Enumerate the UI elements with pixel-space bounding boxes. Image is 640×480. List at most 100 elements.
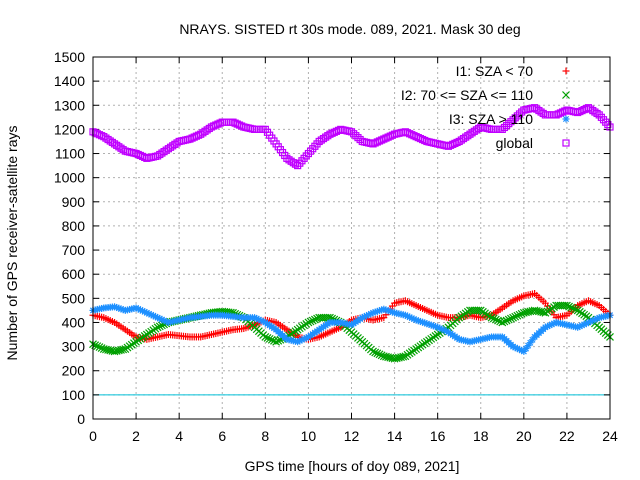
x-tick-label: 14: [387, 428, 403, 444]
data-point: [304, 318, 313, 327]
data-point-interp: [352, 132, 360, 140]
y-tick-label: 1000: [54, 170, 85, 186]
y-tick-label: 1300: [54, 97, 85, 113]
y-axis-label: Number of GPS receiver-satellite rays: [4, 126, 20, 361]
y-tick-label: 300: [62, 339, 86, 355]
y-tick-label: 800: [62, 218, 86, 234]
data-point-interp: [354, 134, 362, 142]
data-point-interp: [306, 317, 315, 326]
data-point-interp: [274, 336, 283, 345]
data-point-interp: [350, 130, 358, 138]
data-point-interp: [308, 316, 317, 325]
data-point: [562, 301, 571, 310]
data-point-interp: [593, 109, 601, 118]
data-point-interp: [119, 345, 128, 354]
data-point-interp: [494, 316, 502, 325]
x-axis-label: GPS time [hours of doy 089, 2021]: [245, 458, 460, 474]
x-tick-label: 6: [218, 428, 226, 444]
data-point-interp: [310, 315, 319, 324]
y-tick-label: 1500: [54, 49, 85, 65]
data-point-interp: [511, 114, 519, 122]
data-point-interp: [222, 118, 231, 126]
x-tick-label: 16: [430, 428, 446, 444]
y-tick-label: 1400: [54, 73, 85, 89]
series-2: [89, 303, 614, 355]
data-point: [487, 313, 496, 322]
data-point-interp: [373, 349, 382, 358]
data-point-interp: [502, 316, 511, 325]
y-tick-label: 900: [62, 194, 86, 210]
data-point-interp: [569, 304, 578, 313]
data-point: [498, 318, 507, 327]
data-point-interp: [567, 303, 576, 312]
data-point-interp: [371, 348, 380, 357]
legend-marker: [562, 115, 570, 123]
data-point-interp: [97, 344, 106, 352]
data-point-interp: [515, 310, 524, 319]
x-tick-label: 0: [89, 428, 97, 444]
data-point-interp: [375, 350, 384, 359]
legend-marker: [562, 139, 570, 147]
data-point-interp: [267, 335, 276, 344]
data-point-interp: [513, 311, 522, 320]
x-tick-label: 20: [516, 428, 532, 444]
data-point-interp: [225, 118, 233, 126]
legend-label: I1: SZA < 70: [456, 63, 534, 79]
legend: I1: SZA < 70 I2: 70 <= SZA <= 110 I3: SZA …: [401, 63, 570, 151]
data-point-interp: [155, 322, 164, 331]
data-point-interp: [503, 121, 511, 130]
x-axis-ticks: 0 2 4 6 8 10 12 14 16 18 20 22 24: [89, 57, 618, 444]
data-point: [261, 333, 270, 341]
series-3: [89, 104, 614, 170]
chart-title: NRAYS. SISTED rt 30s mode. 089, 2021. Ma…: [179, 21, 520, 37]
x-tick-label: 10: [301, 428, 317, 444]
data-point-interp: [571, 305, 580, 314]
legend-marker: [562, 91, 570, 99]
data-point-interp: [377, 351, 386, 360]
data-point: [153, 323, 162, 332]
data-point-interp: [491, 315, 500, 324]
data-point-interp: [515, 110, 524, 118]
data-point-interp: [474, 306, 483, 315]
x-tick-label: 8: [261, 428, 269, 444]
x-tick-label: 24: [602, 428, 618, 444]
data-point-interp: [494, 125, 502, 134]
data-point: [369, 347, 377, 356]
data-point: [509, 116, 517, 124]
y-tick-label: 1100: [55, 146, 85, 162]
plot-frame: [92, 56, 611, 420]
data-point-interp: [505, 120, 513, 128]
data-point-interp: [95, 343, 104, 352]
data-point-interp: [263, 333, 272, 342]
legend-label: I3: SZA > 110: [449, 111, 533, 127]
data-point-interp: [399, 352, 408, 361]
y-tick-label: 700: [62, 242, 86, 258]
data-point-interp: [504, 315, 513, 324]
x-tick-label: 12: [344, 428, 360, 444]
data-point-interp: [511, 312, 520, 321]
y-tick-label: 1200: [54, 121, 85, 137]
data-point: [498, 125, 506, 134]
y-tick-label: 0: [77, 411, 85, 427]
series-layer: [89, 104, 614, 363]
data-point: [272, 337, 281, 346]
y-tick-label: 200: [62, 363, 86, 379]
data-point-interp: [500, 317, 509, 326]
y-tick-label: 100: [62, 387, 86, 403]
y-tick-label: 600: [62, 266, 86, 282]
x-tick-label: 4: [175, 428, 183, 444]
data-point-interp: [500, 123, 509, 132]
data-point-interp: [546, 111, 554, 119]
legend-label: global: [496, 135, 533, 151]
data-point-interp: [506, 314, 515, 323]
data-point-interp: [489, 314, 498, 323]
data-point: [347, 128, 356, 136]
grid: [93, 57, 610, 419]
data-point-interp: [265, 334, 274, 343]
y-tick-label: 400: [62, 314, 86, 330]
data-point-interp: [507, 118, 515, 126]
data-point-interp: [565, 302, 573, 311]
legend-marker: [562, 67, 570, 75]
x-tick-label: 2: [132, 428, 140, 444]
